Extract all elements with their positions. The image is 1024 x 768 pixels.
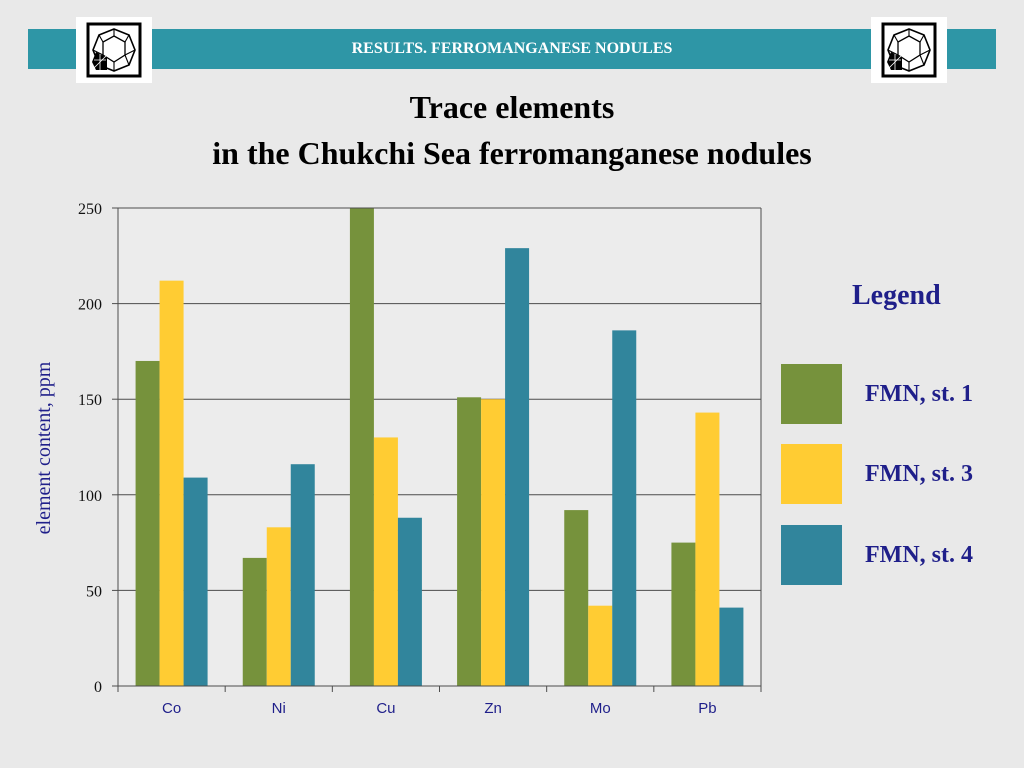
slide-title-line2: in the Chukchi Sea ferromanganese nodule… [212, 135, 812, 171]
slide-title: Trace elements in the Chukchi Sea ferrom… [0, 84, 1024, 176]
y-tick-labels: 0 50 100 150 200 250 [78, 201, 102, 696]
polyhedron-logo-icon [881, 22, 937, 78]
legend-label-st1: FMN, st. 1 [865, 381, 973, 407]
plot-area [118, 208, 761, 686]
banner-title: RESULTS. FERROMANGANESE NODULES [351, 40, 673, 57]
bar-co-series-2 [159, 280, 184, 686]
x-tick-label: Pb [698, 700, 716, 717]
bar-cu-series-2 [373, 437, 398, 686]
y-axis-label: element content, ppm [33, 361, 55, 534]
bar-co-series-3 [183, 477, 208, 686]
x-tick-label: Zn [484, 700, 502, 717]
bar-cu-series-1 [349, 208, 374, 686]
y-tick-label: 100 [78, 488, 102, 505]
legend-swatch-st4 [781, 525, 842, 585]
x-tick-labels: Co Ni Cu Zn Mo Pb [162, 700, 717, 717]
bar-pb-series-2 [695, 412, 720, 686]
bar-pb-series-3 [719, 607, 744, 686]
bar-zn-series-1 [457, 397, 482, 686]
bar-mo-series-3 [612, 330, 637, 686]
gridlines [118, 207, 761, 686]
polyhedron-logo-icon [86, 22, 142, 78]
bar-mo-series-1 [564, 510, 589, 686]
legend-item-st4: FMN, st. 4 [781, 525, 1011, 585]
logo-left [76, 17, 152, 83]
legend-item-st3: FMN, st. 3 [781, 444, 1011, 504]
x-tick-label: Cu [376, 700, 395, 717]
slide-title-line1: Trace elements [409, 89, 615, 125]
bar-ni-series-1 [242, 557, 267, 686]
legend-label-st4: FMN, st. 4 [865, 542, 973, 568]
header-banner [28, 29, 996, 69]
bar-zn-series-2 [481, 399, 506, 686]
y-tick-label: 0 [94, 679, 102, 696]
bars [135, 208, 744, 687]
bar-zn-series-3 [505, 248, 530, 687]
bar-mo-series-2 [588, 605, 613, 686]
legend-swatch-st3 [781, 444, 842, 504]
x-tick-label: Co [162, 700, 181, 717]
bar-pb-series-1 [671, 542, 696, 686]
legend-title: Legend [852, 280, 941, 311]
legend-item-st1: FMN, st. 1 [781, 364, 1011, 424]
bar-ni-series-2 [266, 527, 291, 686]
bar-cu-series-3 [397, 517, 422, 686]
legend-swatch-st1 [781, 364, 842, 424]
y-tick-label: 150 [78, 392, 102, 409]
y-tick-label: 50 [86, 583, 102, 600]
bar-ni-series-3 [290, 464, 315, 686]
legend-label-st3: FMN, st. 3 [865, 461, 973, 487]
x-tick-label: Ni [272, 700, 286, 717]
x-tick-label: Mo [590, 700, 611, 717]
y-tick-label: 200 [78, 297, 102, 314]
logo-right [871, 17, 947, 83]
bar-co-series-1 [135, 360, 160, 686]
axes [112, 207, 762, 692]
y-tick-label: 250 [78, 201, 102, 218]
